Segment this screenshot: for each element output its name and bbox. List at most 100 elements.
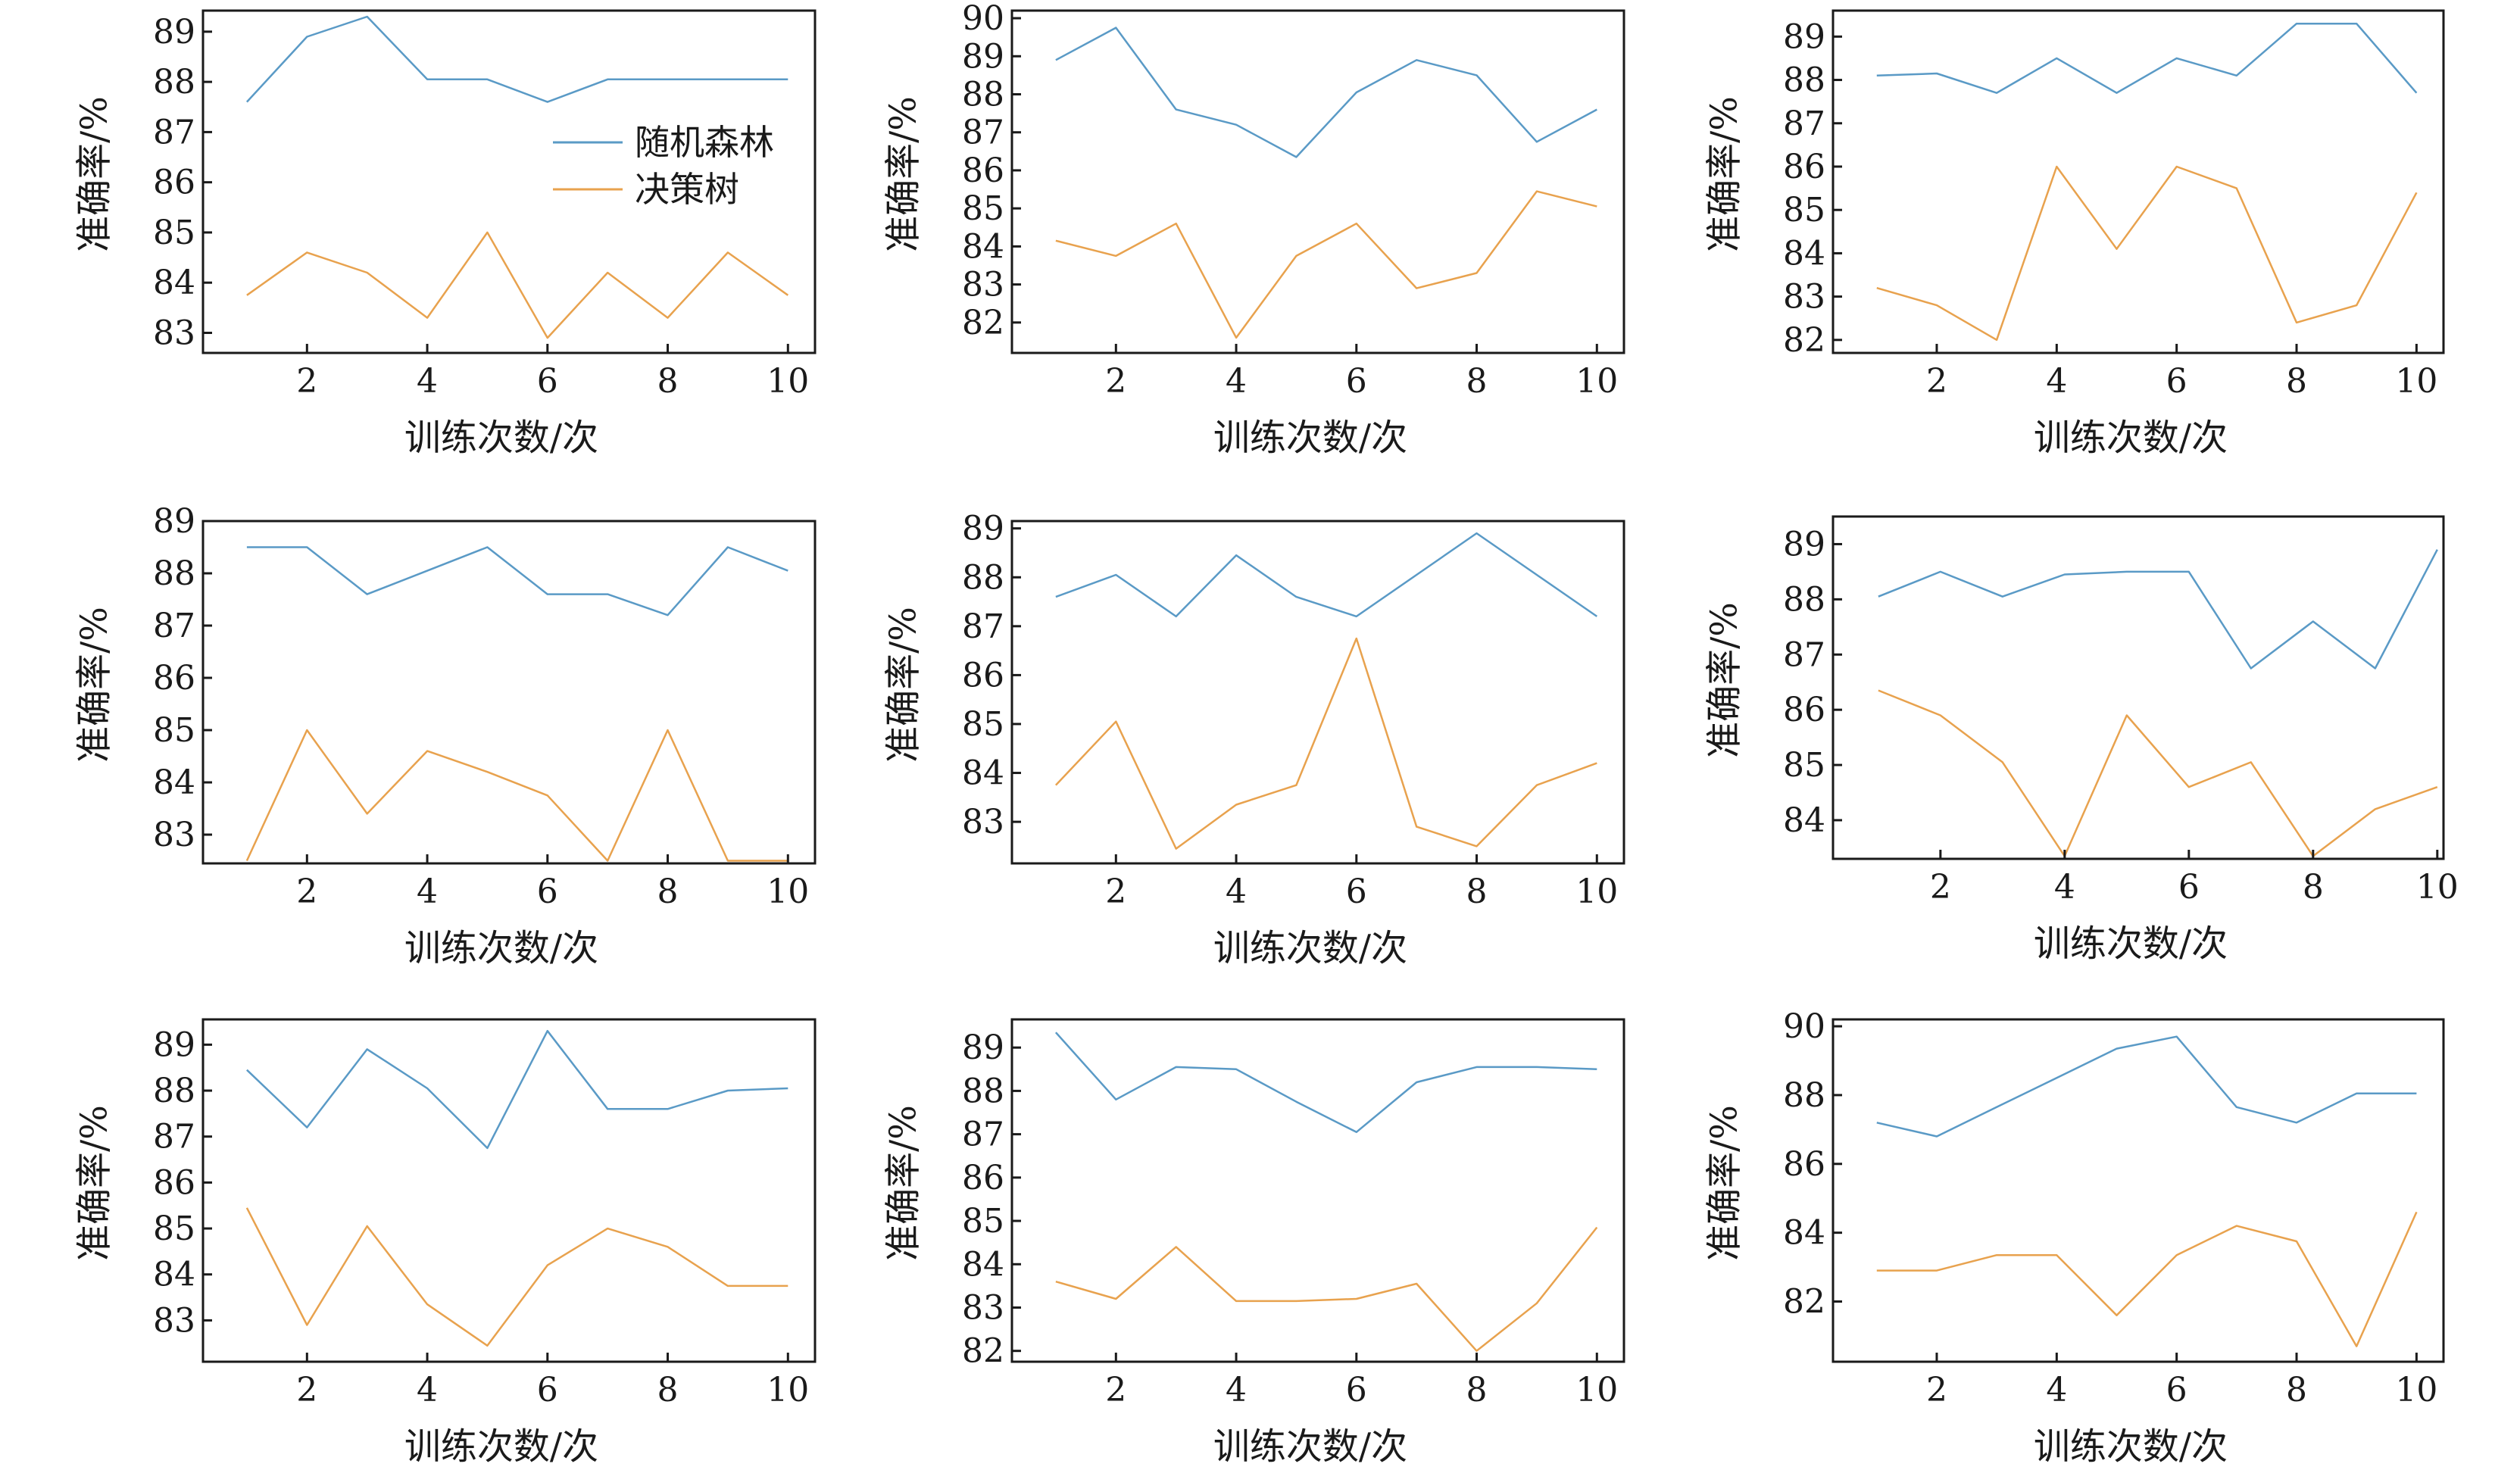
series-line-rf-panel-7: [246, 1029, 788, 1150]
y-tick-label: 88: [1783, 580, 1825, 619]
x-tick-label: 6: [537, 872, 558, 911]
x-tick-label: 10: [767, 362, 809, 401]
chart-panel-5: 2 4 6 8 10 83 84 85 86 87 88 89 训练次数/次 准确率/%: [882, 510, 1625, 969]
y-tick-label: 87: [153, 1118, 195, 1156]
x-tick-label: 10: [1575, 362, 1618, 401]
y-tick-label: 86: [962, 656, 1004, 694]
plot-frame-panel-2: [1010, 9, 1625, 354]
y-tick-label: 89: [962, 37, 1004, 76]
y-tick-label: 87: [1783, 635, 1825, 674]
y-tick-label: 88: [1783, 1076, 1825, 1115]
series-line-rf-panel-6: [1878, 549, 2438, 670]
x-tick-label: 2: [296, 362, 317, 401]
series-line-rf-panel-1: [245, 15, 788, 103]
y-tick-label: 89: [153, 13, 195, 52]
series-line-dt-panel-9: [1876, 1211, 2418, 1347]
x-tick-label: 2: [296, 872, 317, 911]
y-axis-title: 准确率/%: [1703, 1105, 1746, 1261]
y-tick-label: 82: [1783, 321, 1825, 360]
series-line-dt-panel-7: [245, 1207, 788, 1347]
y-tick-label: 84: [1783, 801, 1825, 840]
series-line-rf-panel-8: [1054, 1032, 1597, 1134]
x-tick-label: 10: [2416, 868, 2459, 907]
y-axis-title: 准确率/%: [73, 1105, 116, 1261]
series-line-dt-panel-6: [1878, 689, 2438, 857]
x-tick-label: 6: [537, 1371, 558, 1409]
y-tick-label: 84: [962, 754, 1004, 793]
y-tick-label: 84: [1783, 234, 1825, 273]
plot-frame-panel-3: [1831, 9, 2445, 354]
x-tick-label: 4: [417, 1371, 438, 1409]
series-line-dt-panel-8: [1055, 1226, 1598, 1352]
y-tick-label: 86: [153, 164, 195, 202]
series-line-dt-panel-4: [245, 729, 788, 862]
chart-panel-9: 2 4 6 8 10 82 84 86 88 90 训练次数/次 准确率/%: [1703, 1007, 2445, 1467]
chart-panel-6: 2 4 6 8 10 84 85 86 87 88 89 训练次数/次 准确率/%: [1703, 515, 2459, 965]
legend-label-rf: 随机森林: [635, 122, 774, 163]
y-tick-label: 89: [962, 1028, 1004, 1067]
x-tick-label: 6: [1346, 362, 1367, 401]
x-tick-label: 4: [2046, 1371, 2067, 1409]
x-tick-label: 4: [2046, 362, 2067, 401]
y-tick-label: 85: [962, 1202, 1004, 1241]
x-axis-title: 训练次数/次: [2034, 922, 2228, 965]
y-tick-label: 89: [153, 1025, 195, 1064]
series-line-dt-panel-3: [1876, 165, 2418, 342]
y-tick-label: 88: [1783, 61, 1825, 100]
y-tick-label: 89: [153, 502, 195, 541]
x-tick-label: 10: [2395, 362, 2437, 401]
y-axis-title: 准确率/%: [73, 607, 116, 763]
y-tick-label: 89: [962, 510, 1004, 548]
x-tick-label: 8: [2286, 362, 2307, 401]
y-tick-label: 87: [153, 607, 195, 645]
x-tick-label: 4: [417, 362, 438, 401]
y-tick-label: 88: [962, 1072, 1004, 1110]
y-tick-label: 85: [153, 1209, 195, 1248]
y-tick-label: 86: [1783, 148, 1825, 186]
y-tick-label: 85: [153, 214, 195, 252]
x-tick-label: 6: [2178, 868, 2200, 907]
x-tick-label: 2: [1105, 872, 1126, 911]
plot-frame-panel-9: [1831, 1018, 2445, 1363]
series-line-rf-panel-5: [1055, 532, 1598, 618]
plot-frame-panel-4: [201, 520, 817, 865]
x-tick-label: 6: [1346, 1371, 1367, 1409]
x-tick-label: 10: [1575, 1371, 1618, 1409]
y-tick-label: 87: [1783, 105, 1825, 143]
chart-panel-4: 2 4 6 8 10 83 84 85 86 87 88 89 训练次数/次 准确率/%: [73, 502, 817, 969]
y-tick-label: 90: [1783, 1007, 1825, 1046]
x-axis-title: 训练次数/次: [404, 927, 598, 969]
x-tick-label: 8: [657, 362, 679, 401]
y-tick-label: 86: [1783, 1145, 1825, 1184]
legend-label-dt: 决策树: [635, 169, 739, 210]
y-tick-label: 90: [962, 0, 1004, 38]
x-tick-label: 4: [2054, 868, 2075, 907]
y-tick-label: 83: [962, 803, 1004, 841]
y-tick-label: 82: [1783, 1283, 1825, 1322]
x-tick-label: 2: [1105, 1371, 1126, 1409]
y-axis-title: 准确率/%: [1703, 96, 1746, 252]
x-axis-title: 训练次数/次: [404, 1425, 598, 1467]
y-tick-label: 87: [962, 1116, 1004, 1154]
x-tick-label: 6: [1346, 872, 1367, 911]
y-tick-label: 89: [1783, 17, 1825, 56]
x-tick-label: 10: [1575, 872, 1618, 911]
x-axis-title: 训练次数/次: [1213, 417, 1407, 459]
y-tick-label: 84: [962, 1245, 1004, 1284]
chart-panel-3: 2 4 6 8 10 82 83 84 85 86 87 88 89 训练次数/次 准确率/%: [1703, 9, 2445, 459]
series-line-rf-panel-4: [246, 546, 788, 616]
series-line-dt-panel-1: [246, 231, 789, 339]
y-axis-title: 准确率/%: [73, 96, 116, 252]
x-tick-label: 6: [537, 362, 558, 401]
x-tick-label: 8: [657, 1371, 679, 1409]
x-tick-label: 8: [657, 872, 679, 911]
y-tick-label: 83: [962, 266, 1004, 304]
y-tick-label: 85: [153, 711, 195, 750]
y-tick-label: 83: [962, 1288, 1004, 1327]
x-tick-label: 2: [1926, 362, 1947, 401]
y-axis-title: 准确率/%: [1703, 602, 1746, 758]
x-tick-label: 8: [2286, 1371, 2307, 1409]
y-tick-label: 83: [153, 816, 195, 854]
